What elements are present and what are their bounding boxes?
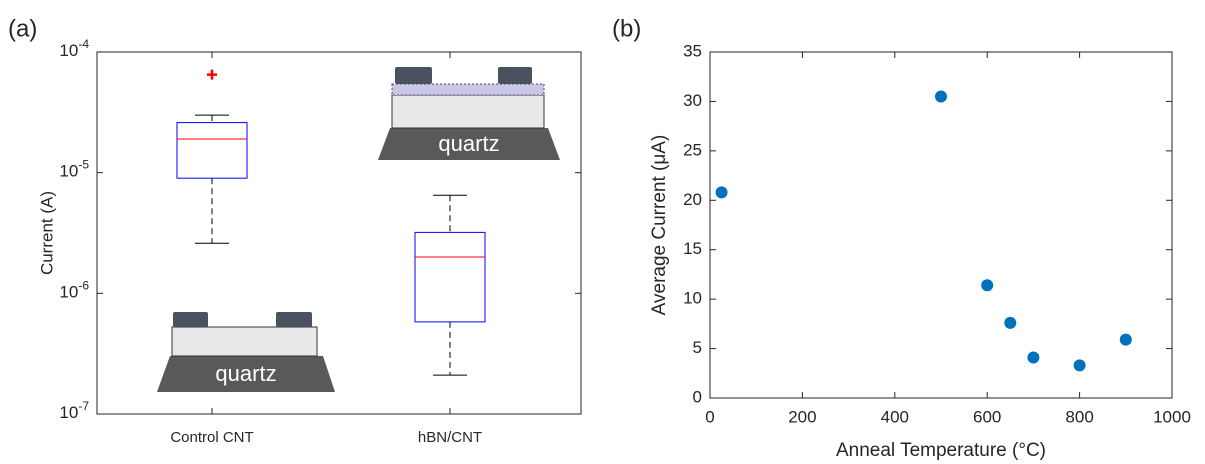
tick-base: 10	[59, 162, 78, 181]
tick-exponent: -5	[78, 158, 89, 172]
axes-box	[709, 51, 1173, 399]
y-tick-label: 0	[693, 387, 702, 406]
y-tick-label: 10-7	[59, 399, 89, 422]
tick-base: 10	[59, 403, 78, 422]
axes-box	[96, 51, 582, 415]
inset-hbn-device: quartz	[378, 67, 560, 160]
x-axis-label: Anneal Temperature (°C)	[836, 440, 1046, 461]
outlier	[207, 69, 217, 80]
x-tick-label: Control CNT	[170, 429, 253, 446]
y-axis-label: Average Current (μA)	[649, 135, 670, 316]
y-tick-label: 10-6	[59, 279, 89, 302]
point	[1119, 333, 1132, 346]
y-tick-label: 5	[693, 338, 702, 357]
y-tick-label: 20	[683, 190, 702, 209]
tick-exponent: -7	[78, 399, 89, 413]
y-tick-label: 15	[683, 239, 702, 258]
x-tick-label: hBN/CNT	[418, 429, 482, 446]
point	[981, 279, 994, 292]
tick-exponent: -6	[78, 279, 89, 293]
x-tick-label: 800	[1065, 407, 1093, 426]
inset-label: quartz	[215, 361, 276, 386]
y-tick-label: 30	[683, 91, 702, 110]
tick-exponent: -4	[78, 37, 89, 51]
x-tick-label: 0	[705, 407, 714, 426]
panel-label: (a)	[8, 15, 37, 42]
tick-base: 10	[59, 283, 78, 302]
panel-label: (b)	[612, 15, 641, 42]
y-tick-label: 35	[683, 41, 702, 60]
x-tick-label: 400	[881, 407, 909, 426]
y-axis-label: Current (A)	[37, 191, 56, 275]
inset-control-device: quartz	[157, 312, 335, 392]
tick-base: 10	[59, 41, 78, 60]
point	[1004, 316, 1017, 329]
y-tick-label: 10-5	[59, 158, 89, 181]
point	[1027, 351, 1040, 364]
box	[414, 231, 486, 323]
y-tick-label: 10	[683, 289, 702, 308]
box	[176, 122, 248, 179]
y-tick-label: 25	[683, 140, 702, 159]
point	[1073, 359, 1086, 372]
x-tick-label: 1000	[1153, 407, 1191, 426]
inset-label: quartz	[438, 131, 499, 156]
x-tick-label: 600	[973, 407, 1001, 426]
point	[715, 186, 728, 199]
y-tick-label: 10-4	[59, 37, 89, 60]
point	[935, 90, 947, 103]
x-tick-label: 200	[788, 407, 816, 426]
